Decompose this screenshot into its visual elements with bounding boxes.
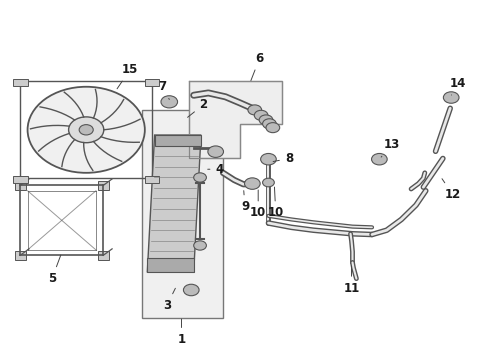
Circle shape bbox=[266, 123, 280, 133]
Circle shape bbox=[248, 105, 262, 115]
Text: 6: 6 bbox=[251, 51, 264, 81]
Bar bbox=[15, 181, 26, 190]
Circle shape bbox=[208, 146, 223, 157]
Circle shape bbox=[69, 117, 104, 143]
Bar bbox=[98, 251, 109, 260]
Circle shape bbox=[371, 153, 387, 165]
Circle shape bbox=[261, 153, 276, 165]
Bar bbox=[20, 81, 152, 178]
Text: 15: 15 bbox=[117, 63, 138, 89]
Text: 1: 1 bbox=[177, 319, 186, 346]
Bar bbox=[145, 176, 159, 183]
Circle shape bbox=[27, 87, 145, 173]
Circle shape bbox=[245, 178, 260, 189]
Circle shape bbox=[194, 173, 206, 182]
Text: 4: 4 bbox=[208, 163, 224, 176]
Text: 13: 13 bbox=[381, 138, 400, 157]
Text: 14: 14 bbox=[449, 77, 466, 95]
Text: 10: 10 bbox=[250, 190, 267, 220]
Circle shape bbox=[259, 115, 273, 125]
Bar bbox=[13, 79, 27, 86]
Bar bbox=[145, 79, 159, 86]
Bar bbox=[143, 110, 223, 318]
Text: 11: 11 bbox=[343, 266, 360, 295]
Polygon shape bbox=[189, 81, 282, 158]
Text: 9: 9 bbox=[241, 191, 249, 213]
Circle shape bbox=[263, 178, 274, 187]
Circle shape bbox=[254, 110, 268, 120]
Polygon shape bbox=[147, 135, 201, 272]
Circle shape bbox=[79, 125, 93, 135]
Text: 5: 5 bbox=[48, 255, 61, 285]
Circle shape bbox=[194, 241, 206, 250]
Text: 12: 12 bbox=[442, 179, 461, 201]
Circle shape bbox=[263, 119, 276, 129]
Text: 10: 10 bbox=[268, 187, 284, 220]
Text: 2: 2 bbox=[188, 98, 208, 117]
Text: 8: 8 bbox=[273, 152, 293, 165]
Text: 3: 3 bbox=[163, 288, 175, 312]
Bar bbox=[98, 181, 109, 190]
Circle shape bbox=[183, 284, 199, 296]
Circle shape bbox=[161, 96, 177, 108]
Polygon shape bbox=[155, 135, 201, 146]
Text: 7: 7 bbox=[158, 80, 170, 99]
Bar bbox=[15, 251, 26, 260]
Circle shape bbox=[443, 92, 459, 103]
Bar bbox=[13, 176, 27, 183]
Polygon shape bbox=[147, 258, 194, 272]
